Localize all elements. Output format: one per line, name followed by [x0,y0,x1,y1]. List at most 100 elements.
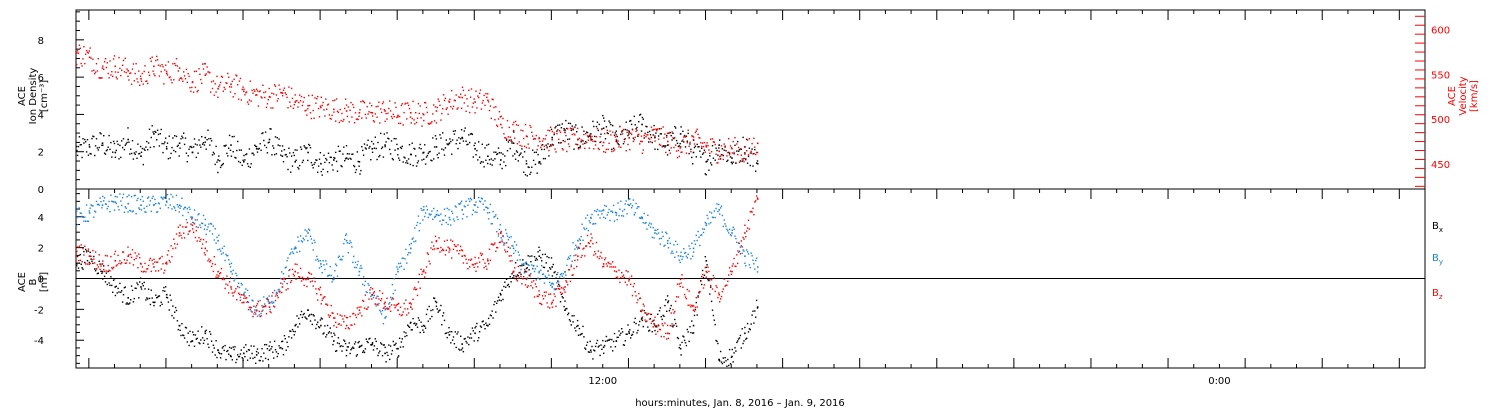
velocity-point [245,92,247,94]
density-point [98,146,100,149]
density-point [498,152,501,154]
density-point [340,165,342,167]
by-point [380,311,382,313]
velocity-point [320,96,322,98]
legend-label-z: Bz [1432,288,1443,301]
density-point [112,151,114,153]
density-point [614,132,617,134]
velocity-point [700,142,702,144]
by-point [480,197,483,199]
bz-point [215,276,217,278]
bz-point [254,311,256,313]
by-point [701,228,704,230]
bx-point [672,326,674,328]
density-point [568,138,571,140]
bx-point [116,292,118,294]
density-point [120,156,122,159]
bz-point-anchor [217,270,219,273]
bz-point [258,310,260,313]
bz-point [539,302,541,304]
bz-point [603,265,605,267]
velocity-point [391,117,394,120]
bz-point [133,258,135,261]
bx-point [419,331,421,334]
density-point-anchor [294,161,296,163]
by-point [246,289,249,292]
density-point [233,135,235,138]
by-point [647,214,649,216]
bz-point [367,306,369,308]
velocity-point [451,108,454,110]
velocity-point [199,73,201,75]
bz-point [747,219,750,221]
velocity-point [599,136,601,138]
bx-point [538,246,540,248]
velocity-point [567,143,570,145]
bz-point [188,230,190,233]
by-point [692,251,695,253]
bz-point [518,277,520,279]
density-point [165,137,167,139]
bz-point [299,267,302,270]
bx-point [692,332,694,334]
bx-point [237,354,239,356]
density-point [223,145,225,147]
density-point [591,138,593,141]
bz-point [362,299,364,302]
bz-point [598,257,600,260]
velocity-point [647,134,649,136]
bx-point [713,319,715,321]
density-point [558,124,561,126]
by-point [503,242,505,244]
by-point [324,268,326,271]
by-point [722,225,724,228]
by-point [145,211,147,213]
bz-point [116,264,118,266]
bz-point [331,312,333,314]
bx-point [556,273,558,276]
density-point [265,146,268,149]
by-point [277,289,279,291]
bx-point [576,325,578,328]
velocity-point [133,80,135,82]
bz-point-anchor [410,306,412,308]
velocity-point [678,155,680,158]
bx-point-anchor [679,347,682,350]
bz-point [112,268,114,270]
bx-point [228,346,231,349]
density-point [264,131,267,133]
bx-point [596,339,599,342]
bx-point-anchor [538,255,541,257]
velocity-point [342,120,344,122]
density-point [689,143,691,145]
velocity-point [666,136,668,138]
bx-point [457,331,459,333]
bz-point [514,275,517,277]
density-point [215,145,217,148]
velocity-point [231,80,233,83]
bx-point [479,325,482,327]
velocity-point [703,141,706,144]
bz-point [498,241,501,244]
velocity-point [612,131,614,133]
density-point-anchor [731,157,733,159]
velocity-point [130,72,132,74]
density-point [742,136,744,139]
by-point [440,213,442,215]
by-point [444,215,447,217]
bz-point-anchor [358,309,361,311]
velocity-point [279,88,281,91]
bx-point [640,318,643,320]
bz-point [563,289,565,291]
by-point [567,256,570,258]
by-point [238,286,241,289]
density-point [642,118,644,120]
velocity-point [661,146,663,148]
bx-point [415,324,417,326]
density-point [351,153,353,155]
velocity-point [163,83,165,85]
velocity-point [98,77,100,79]
by-point [152,195,154,198]
density-point-anchor [204,136,207,139]
by-point [620,200,622,202]
